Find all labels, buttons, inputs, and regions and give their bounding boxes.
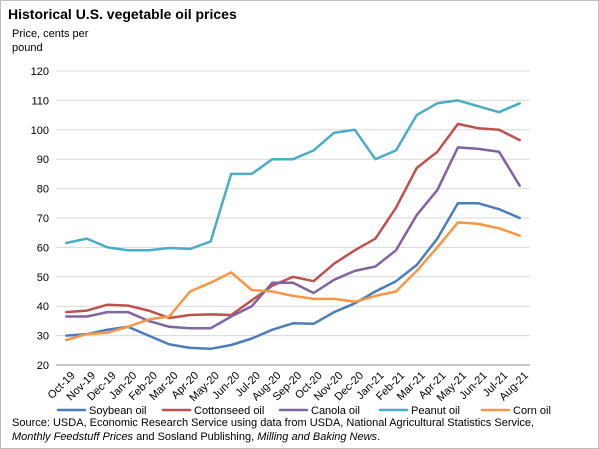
legend-label: Soybean oil [89, 405, 147, 417]
y-tick-label: 110 [31, 95, 49, 107]
gridlines [56, 70, 530, 366]
legend-label: Cottonseed oil [194, 405, 264, 417]
series-line-soybean-oil [65, 202, 521, 351]
series-line-canola-oil [65, 146, 521, 330]
y-tick-label: 90 [37, 154, 49, 166]
x-tick-labels: Oct-19Nov-19Dec-19Jan-20Feb-20Mar-20Apr-… [46, 370, 531, 404]
y-tick-labels: 20 30 40 50 60 70 80 90 100 110 120 [31, 66, 49, 372]
source-italic-1: Monthly Feedstuff Prices [12, 431, 134, 443]
y-tick-label: 50 [37, 272, 49, 284]
y-tick-label: 30 [37, 331, 49, 343]
legend-label: Canola oil [311, 405, 360, 417]
chart-title: Historical U.S. vegetable oil prices [8, 6, 237, 22]
y-axis-label: Price, cents per pound [12, 27, 132, 55]
y-tick-label: 120 [31, 66, 49, 78]
legend: Soybean oil Cottonseed oil Canola oil Peanu… [56, 405, 551, 417]
series-line-corn-oil [65, 221, 521, 342]
source-italic-2: Milling and Baking News [257, 431, 378, 443]
series-line-cottonseed-oil [65, 122, 521, 320]
legend-label: Peanut oil [411, 405, 460, 417]
source-suffix: . [377, 431, 381, 443]
y-tick-label: 100 [31, 125, 49, 137]
y-tick-label: 20 [37, 360, 49, 372]
y-tick-label: 60 [37, 242, 49, 254]
y-tick-label: 80 [37, 184, 49, 196]
y-axis-label-line-1: Price, cents per [12, 28, 89, 40]
source-prefix: Source: USDA, Economic Research Service … [12, 417, 535, 429]
source-middle: and Sosland Publishing, [133, 431, 258, 443]
y-tick-label: 40 [37, 301, 49, 313]
legend-label: Corn oil [513, 405, 551, 417]
series-line-peanut-oil [65, 99, 521, 252]
series-lines [65, 99, 521, 351]
y-tick-label: 70 [37, 213, 49, 225]
y-axis-label-line-2: pound [12, 42, 43, 54]
source-note: Source: USDA, Economic Research Service … [12, 416, 592, 444]
